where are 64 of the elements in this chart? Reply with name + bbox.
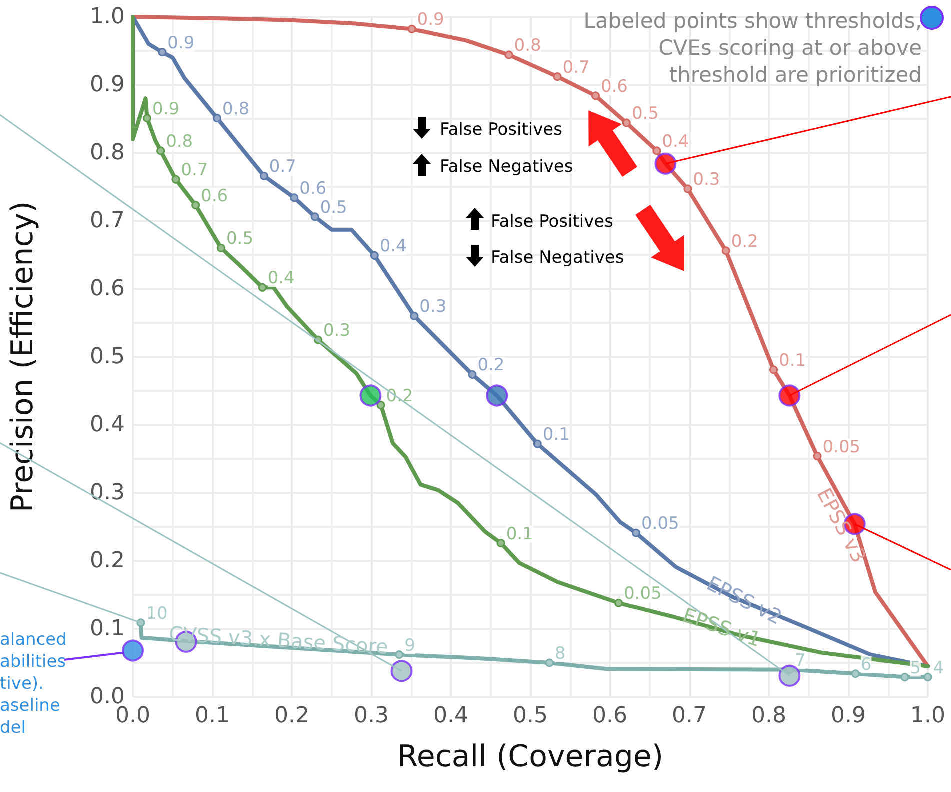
annotation: False Positives <box>491 212 614 232</box>
annotation: 0.05 <box>624 584 662 604</box>
y-tick-label: 0.7 <box>90 208 125 234</box>
annotation: 0.1 <box>542 425 570 446</box>
y-tick-label: 1.0 <box>90 4 125 30</box>
annotation: 0.3 <box>323 321 351 341</box>
y-axis-title: Precision (Efficiency) <box>6 201 40 513</box>
annotation: 0.5 <box>226 229 254 250</box>
x-tick-label: 0.5 <box>513 704 548 728</box>
y-tick-label: 0.3 <box>90 480 125 506</box>
y-tick-label: 0.1 <box>90 616 125 642</box>
annotation: 0.1 <box>779 350 806 371</box>
annotation: 0.5 <box>320 198 348 218</box>
annotation: 0.8 <box>514 36 542 56</box>
x-tick-label: 0.1 <box>195 704 230 728</box>
x-tick-label: 0.9 <box>831 704 866 728</box>
annotation: 9 <box>404 636 416 656</box>
annotation: False Negatives <box>491 248 624 268</box>
annotation: False Positives <box>440 120 563 140</box>
annotation: 5 <box>910 658 922 678</box>
annotation: 0.4 <box>662 132 690 152</box>
annotation: 4 <box>933 658 944 678</box>
annotation: 0.9 <box>417 10 444 30</box>
annotation: 0.6 <box>201 186 228 206</box>
x-tick-label: 0.2 <box>274 704 310 728</box>
y-tick-label: 0.4 <box>90 412 125 438</box>
x-tick-label: 0.4 <box>434 704 468 728</box>
annotation: 0.9 <box>152 99 180 120</box>
annotation: 0.7 <box>269 157 296 178</box>
y-tick-label: 0.6 <box>90 276 125 302</box>
annotation: 10 <box>146 604 168 624</box>
x-tick-label: 0.3 <box>354 704 389 728</box>
annotation: 7 <box>794 650 806 671</box>
annotation: 0.1 <box>506 524 534 544</box>
text: alanced abilities tive). aseline del <box>0 630 67 738</box>
annotation: 0.6 <box>600 76 628 97</box>
x-tick-label: 1.0 <box>910 704 946 728</box>
y-tick-label: 0.2 <box>90 548 125 574</box>
annotation: 0.05 <box>822 437 861 458</box>
annotation: 0.3 <box>693 170 720 190</box>
annotation: 0.8 <box>222 99 250 120</box>
annotation: 0.7 <box>562 58 590 78</box>
annotation: 0.4 <box>268 268 295 289</box>
y-tick-label: 0.8 <box>90 140 125 166</box>
x-tick-label: 0.6 <box>592 704 628 728</box>
annotation: 8 <box>554 644 566 664</box>
annotation: 0.2 <box>731 232 758 252</box>
series-label: CVSS v3.x Base Score <box>168 622 390 659</box>
annotation: 0.4 <box>380 236 407 257</box>
y-tick-label: 0.5 <box>90 344 125 370</box>
annotation: 0.2 <box>478 356 505 376</box>
x-tick-label: 0.8 <box>752 704 786 728</box>
annotation: 0.3 <box>420 297 447 318</box>
x-tick-label: 0.7 <box>672 704 707 728</box>
annotation: 0.9 <box>168 33 195 54</box>
annotation: 0.6 <box>300 178 327 199</box>
y-tick-label: 0.9 <box>90 72 125 98</box>
x-axis-title: Recall (Coverage) <box>397 740 664 774</box>
annotation: False Negatives <box>440 157 574 177</box>
annotation: 6 <box>860 654 872 675</box>
annotation: 0.05 <box>641 514 680 534</box>
annotation: 0.7 <box>181 160 208 181</box>
annotation: 0.5 <box>632 104 659 124</box>
annotation: 0.8 <box>166 132 194 152</box>
